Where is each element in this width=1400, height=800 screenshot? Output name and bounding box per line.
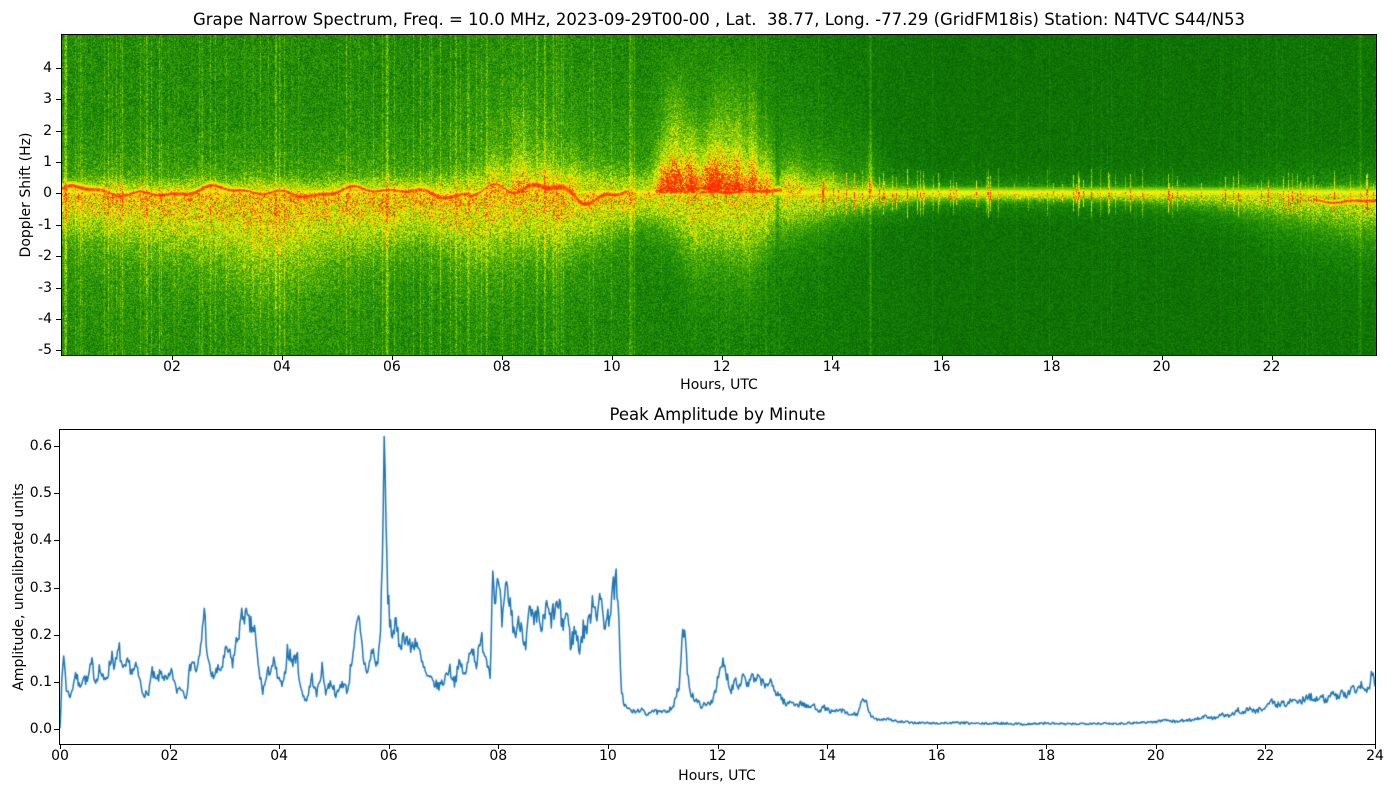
- x-tick-mark: [391, 356, 393, 360]
- x-tick-mark: [388, 745, 390, 749]
- amplitude-canvas: [60, 430, 1375, 744]
- spectrogram-x-axis-label: Hours, UTC: [680, 377, 758, 393]
- x-tick-label: 16: [932, 359, 951, 375]
- x-tick-label: 06: [379, 748, 398, 764]
- y-tick-label: -2: [38, 248, 52, 265]
- x-tick-mark: [1161, 356, 1163, 360]
- x-tick-mark: [717, 745, 719, 749]
- y-tick-mark: [54, 540, 59, 542]
- x-tick-label: 02: [163, 359, 181, 375]
- y-tick-mark: [54, 446, 59, 447]
- x-tick-mark: [1271, 356, 1273, 360]
- x-tick-label: 14: [818, 748, 836, 764]
- y-tick-label: -3: [38, 279, 52, 296]
- y-tick-label: 0.2: [29, 626, 52, 643]
- x-tick-label: 08: [489, 748, 508, 764]
- x-tick-mark: [607, 745, 609, 749]
- x-tick-label: 18: [1042, 359, 1061, 375]
- x-tick-mark: [501, 356, 503, 360]
- y-tick-mark: [56, 318, 61, 320]
- amplitude-x-axis-label: Hours, UTC: [678, 768, 756, 784]
- x-tick-label: 20: [1146, 748, 1165, 764]
- x-tick-mark: [281, 356, 283, 360]
- x-tick-label: 10: [598, 748, 617, 764]
- y-tick-mark: [56, 162, 61, 164]
- x-tick-label: 22: [1256, 748, 1275, 764]
- x-tick-mark: [1155, 745, 1157, 749]
- x-tick-mark: [936, 745, 938, 749]
- x-tick-label: 24: [1366, 748, 1384, 764]
- y-tick-label: 2: [43, 122, 52, 139]
- y-tick-label: 0.5: [29, 485, 52, 502]
- x-tick-label: 12: [708, 748, 727, 764]
- x-tick-label: 02: [160, 748, 179, 764]
- y-tick-mark: [54, 681, 59, 683]
- x-tick-label: 08: [492, 359, 511, 375]
- y-tick-label: -4: [38, 310, 52, 327]
- y-tick-label: 0: [43, 185, 52, 202]
- y-tick-label: 0.4: [29, 532, 52, 549]
- y-tick-mark: [56, 224, 61, 226]
- y-tick-mark: [54, 493, 59, 495]
- y-tick-mark: [56, 67, 61, 69]
- y-tick-mark: [56, 130, 61, 132]
- spectrogram-plot-area: [61, 34, 1377, 356]
- y-tick-mark: [54, 728, 59, 730]
- y-tick-label: 0.0: [29, 720, 52, 737]
- y-tick-mark: [54, 587, 59, 589]
- y-tick-label: 3: [43, 91, 52, 108]
- y-tick-mark: [56, 287, 61, 289]
- x-tick-mark: [1051, 356, 1053, 360]
- x-tick-label: 04: [272, 359, 291, 375]
- y-tick-mark: [54, 634, 59, 636]
- y-tick-mark: [56, 99, 61, 101]
- x-tick-mark: [169, 745, 171, 749]
- x-tick-label: 04: [270, 748, 289, 764]
- y-tick-mark: [56, 350, 61, 352]
- y-tick-label: 0.6: [29, 438, 52, 454]
- amplitude-title: Peak Amplitude by Minute: [609, 405, 826, 424]
- x-tick-mark: [1265, 745, 1267, 749]
- x-tick-label: 14: [822, 359, 841, 375]
- x-tick-mark: [60, 745, 61, 749]
- x-tick-label: 22: [1262, 359, 1281, 375]
- spectrogram-title: Grape Narrow Spectrum, Freq. = 10.0 MHz,…: [192, 10, 1246, 29]
- x-tick-label: 12: [712, 359, 731, 375]
- x-tick-mark: [498, 745, 500, 749]
- y-tick-label: -1: [38, 216, 52, 233]
- y-tick-label: 0.3: [29, 579, 52, 596]
- x-tick-mark: [1046, 745, 1048, 749]
- y-tick-label: 1: [43, 154, 52, 171]
- x-tick-label: 06: [382, 359, 401, 375]
- y-tick-label: 4: [43, 59, 52, 76]
- x-tick-label: 20: [1152, 359, 1171, 375]
- x-tick-mark: [1375, 745, 1376, 749]
- y-tick-mark: [56, 256, 61, 258]
- x-tick-mark: [172, 356, 173, 360]
- x-tick-mark: [279, 745, 281, 749]
- x-tick-mark: [831, 356, 833, 360]
- spectrogram-canvas: [62, 35, 1376, 355]
- x-tick-mark: [827, 745, 829, 749]
- y-tick-label: -5: [38, 342, 52, 359]
- amplitude-plot-area: [59, 429, 1376, 745]
- x-tick-mark: [611, 356, 613, 360]
- y-tick-mark: [56, 193, 61, 195]
- x-tick-label: 10: [602, 359, 621, 375]
- x-tick-label: 18: [1037, 748, 1056, 764]
- y-tick-label: 0.1: [29, 673, 52, 690]
- x-tick-label: 00: [51, 748, 69, 764]
- x-tick-mark: [721, 356, 723, 360]
- x-tick-mark: [941, 356, 943, 360]
- x-tick-label: 16: [927, 748, 946, 764]
